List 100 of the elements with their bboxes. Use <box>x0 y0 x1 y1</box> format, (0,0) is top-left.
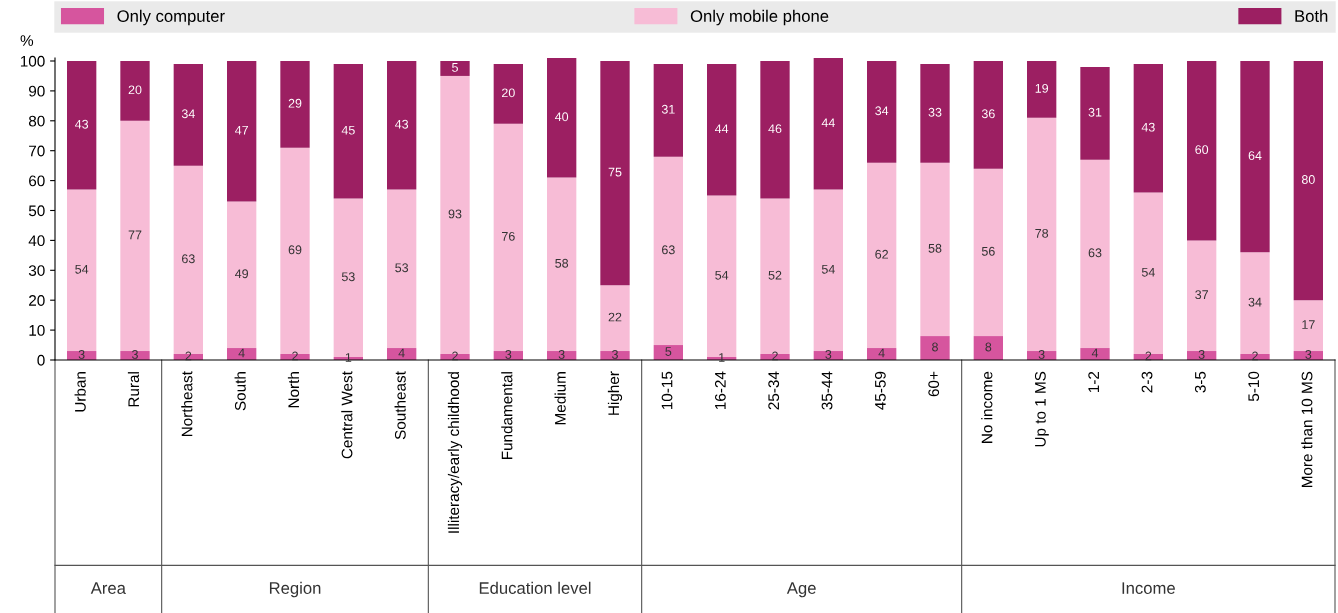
y-tick-label: 30 <box>28 265 45 276</box>
bar <box>1187 240 1217 352</box>
bar <box>1080 159 1110 349</box>
data-label: 62 <box>875 249 888 259</box>
data-label: 3 <box>1305 350 1312 359</box>
bar <box>973 336 1003 360</box>
data-label: 2 <box>1145 351 1152 361</box>
x-tick-label: Medium <box>554 372 566 425</box>
data-label: 19 <box>1035 83 1049 93</box>
data-label: 78 <box>1035 228 1049 238</box>
y-tick-label: 40 <box>28 235 45 247</box>
x-tick-label: More than 10 MS <box>1301 371 1313 488</box>
bar <box>1080 66 1110 160</box>
data-label: 4 <box>238 348 245 358</box>
text: Education level <box>479 581 591 594</box>
bar <box>920 336 950 360</box>
bar <box>120 120 150 352</box>
data-label: 3 <box>78 350 85 359</box>
bar <box>600 60 630 286</box>
bar <box>920 63 950 163</box>
data-label: 2 <box>772 351 778 361</box>
data-label: 3 <box>1038 350 1045 359</box>
data-label: 54 <box>75 264 89 274</box>
x-tick-label: 5-10 <box>1248 371 1260 402</box>
data-label: 60 <box>1195 145 1209 155</box>
text: Income <box>1122 582 1175 594</box>
bar <box>600 285 630 352</box>
text: Region <box>269 581 321 598</box>
data-label: 3 <box>1198 350 1205 359</box>
data-label: 37 <box>1195 290 1208 300</box>
y-tick-label: 0 <box>37 354 45 366</box>
data-label: 4 <box>1091 348 1099 358</box>
bar <box>493 123 523 352</box>
x-tick-label: Urban <box>74 372 86 412</box>
bar <box>1133 63 1163 193</box>
bar <box>653 63 683 157</box>
data-label: 54 <box>715 270 729 280</box>
x-tick-label: Up to 1 MS <box>1034 371 1049 447</box>
bar <box>227 60 257 202</box>
x-tick-label: 16-24 <box>714 371 726 410</box>
data-label: 22 <box>608 312 622 322</box>
data-label: 58 <box>555 258 569 268</box>
bar <box>493 63 523 124</box>
bar <box>813 58 843 190</box>
x-tick-label: Southeast <box>394 371 406 440</box>
data-label: 1 <box>345 353 352 362</box>
data-label: 45 <box>341 125 355 135</box>
legend-label: Both <box>1295 9 1328 22</box>
data-label: 93 <box>448 209 462 219</box>
data-label: 43 <box>75 119 89 129</box>
x-tick-label: 1-2 <box>1088 371 1099 393</box>
data-label: 31 <box>1088 107 1102 117</box>
bar <box>173 63 203 166</box>
y-tick-label: 100 <box>20 55 45 67</box>
x-tick-label: Central West <box>341 371 353 459</box>
data-label: 17 <box>1302 320 1315 329</box>
bar <box>973 168 1003 337</box>
x-tick-label: Rural <box>127 372 140 407</box>
bar <box>333 63 363 199</box>
bar <box>920 162 950 337</box>
bar <box>120 60 150 121</box>
data-label: 8 <box>985 342 992 352</box>
data-label: 43 <box>1141 122 1155 132</box>
bar <box>1293 300 1323 352</box>
y-tick-label: 70 <box>29 145 45 157</box>
data-label: 44 <box>715 124 729 133</box>
x-tick-label: Illiteracy/early childhood <box>447 372 463 533</box>
data-label: 53 <box>395 263 409 273</box>
data-label: 43 <box>395 119 409 129</box>
bar <box>1293 60 1323 301</box>
y-tick-label: 80 <box>28 115 45 127</box>
data-label: 54 <box>821 264 835 274</box>
data-label: 76 <box>502 231 515 241</box>
data-label: 64 <box>1248 151 1262 161</box>
bar <box>813 189 843 352</box>
bar <box>67 189 97 352</box>
y-tick-label: 10 <box>29 324 45 336</box>
bar <box>707 63 737 196</box>
data-label: 80 <box>1301 175 1315 184</box>
data-label: 40 <box>555 112 569 122</box>
x-tick-label: Higher <box>607 371 623 415</box>
data-label: 20 <box>128 85 142 95</box>
bar <box>227 201 257 349</box>
data-label: 49 <box>235 269 249 279</box>
bar <box>760 60 790 199</box>
x-tick-label: 60+ <box>928 371 940 397</box>
x-tick-label: Fundamental <box>501 372 513 460</box>
data-label: 3 <box>825 350 832 359</box>
data-label: 44 <box>821 118 835 128</box>
data-label: 2 <box>1252 351 1258 361</box>
data-label: 3 <box>132 350 138 359</box>
bar <box>1240 60 1270 253</box>
data-label: 77 <box>128 230 142 240</box>
data-label: 63 <box>1088 248 1102 258</box>
data-label: 2 <box>452 351 458 361</box>
bar <box>867 60 897 163</box>
x-tick-label: 25-34 <box>768 371 780 410</box>
text: Age <box>786 582 816 598</box>
data-label: 3 <box>505 350 512 359</box>
data-label: 20 <box>502 88 515 98</box>
